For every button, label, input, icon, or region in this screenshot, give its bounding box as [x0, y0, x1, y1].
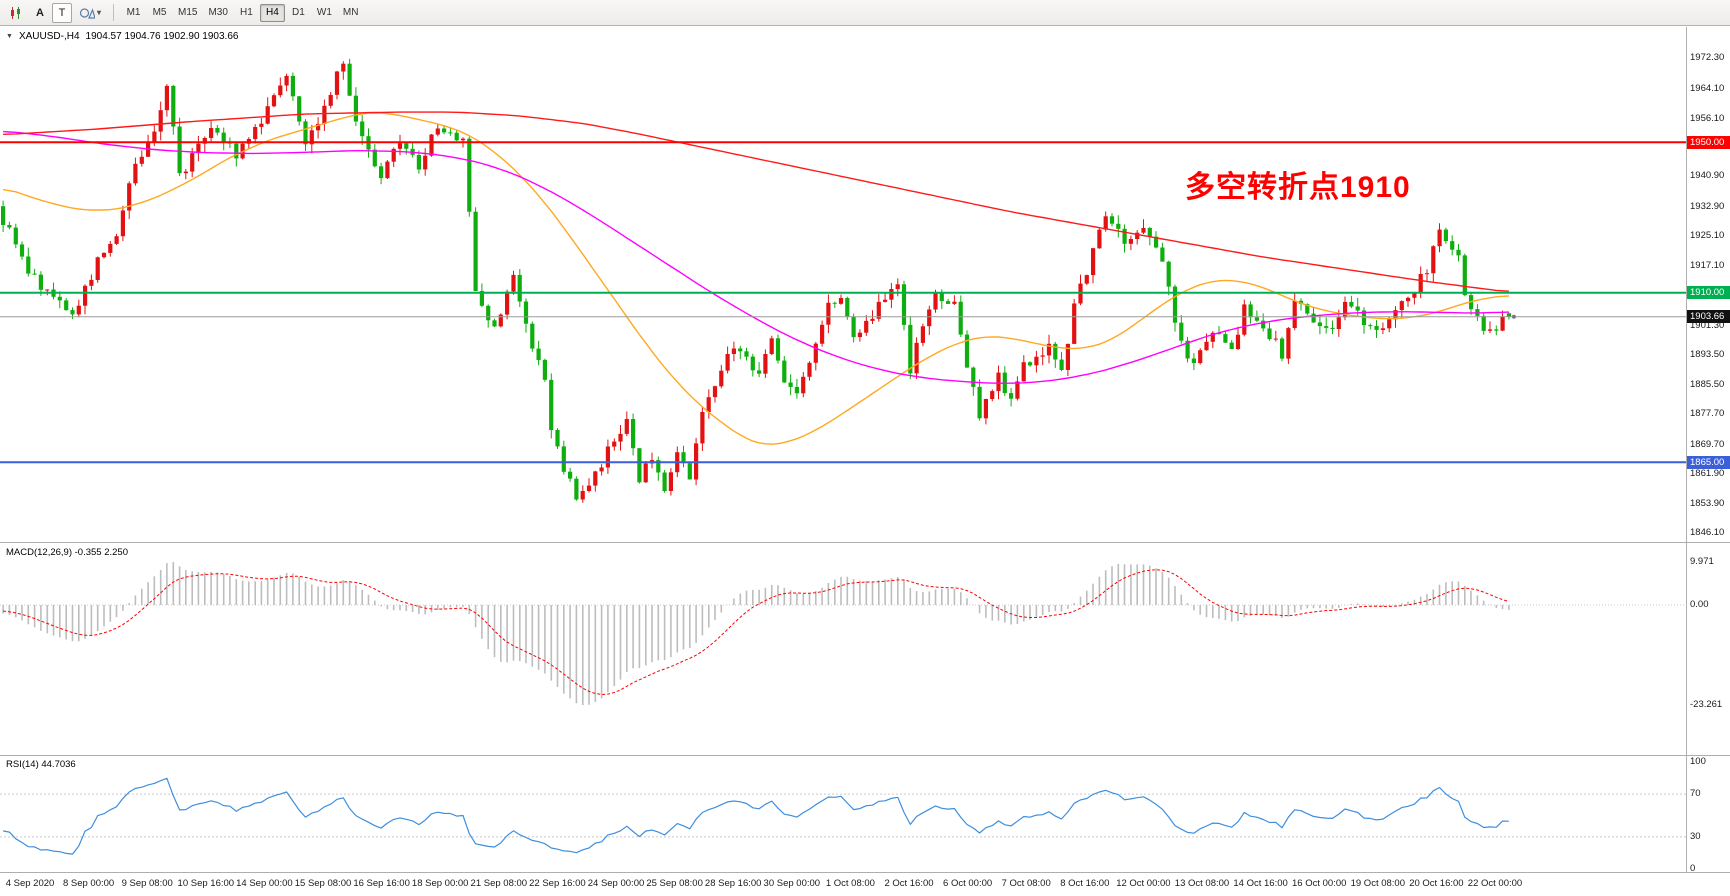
time-axis-label: 15 Sep 08:00: [294, 878, 352, 889]
chevron-down-icon: ▾: [97, 8, 102, 17]
price-tick-label: 1861.90: [1690, 467, 1725, 479]
timeframe-button-M1[interactable]: M1: [121, 4, 146, 22]
time-axis-label: 12 Oct 00:00: [1116, 878, 1171, 889]
time-axis-label: 2 Oct 16:00: [884, 878, 934, 889]
shapes-tool-button[interactable]: ▾: [74, 3, 106, 23]
time-axis-label: 25 Sep 08:00: [646, 878, 703, 889]
toolbar: A T ▾ M1 M5 M15 M30 H1 H4 D1 W1 MN: [0, 0, 1730, 26]
timeframe-button-D1[interactable]: D1: [286, 4, 311, 22]
price-tick-label: 1932.90: [1690, 200, 1725, 212]
chart-type-button[interactable]: [4, 3, 28, 23]
rsi-axis-label: 0: [1690, 863, 1696, 874]
time-axis-label: 18 Sep 00:00: [411, 878, 469, 889]
time-axis-label: 24 Sep 00:00: [587, 878, 645, 889]
rsi-axis-label: 70: [1690, 788, 1701, 800]
time-axis-label: 6 Oct 00:00: [943, 878, 993, 889]
time-axis-label: 1 Oct 08:00: [825, 878, 875, 889]
price-tick-label: 1917.10: [1690, 260, 1725, 272]
time-axis-label: 13 Oct 08:00: [1174, 878, 1230, 889]
rsi-panel-separator[interactable]: [0, 755, 1730, 756]
rsi-axis-label: 100: [1690, 756, 1706, 767]
macd-panel-canvas[interactable]: [0, 543, 1686, 755]
price-tick-label: 1869.70: [1690, 438, 1725, 450]
timeframe-button-M5[interactable]: M5: [147, 4, 172, 22]
time-axis-label: 14 Oct 16:00: [1233, 878, 1288, 889]
time-axis-label: 9 Sep 08:00: [121, 878, 173, 889]
chart-header: ▼ XAUUSD-,H4 1904.57 1904.76 1902.90 190…: [6, 31, 238, 42]
time-axis-label: 22 Sep 16:00: [529, 878, 586, 889]
time-axis-label: 14 Sep 00:00: [236, 878, 293, 889]
rsi-axis-label: 30: [1690, 830, 1701, 842]
timeframe-button-H1[interactable]: H1: [234, 4, 259, 22]
time-axis-label: 30 Sep 00:00: [763, 878, 821, 889]
label-tool-button[interactable]: T: [52, 2, 72, 23]
time-axis-label: 10 Sep 16:00: [177, 878, 235, 889]
price-tick-label: 1885.50: [1690, 379, 1725, 391]
geometric-shapes-icon: [79, 7, 95, 19]
time-axis-label: 28 Sep 16:00: [704, 878, 762, 889]
timeframe-button-MN[interactable]: MN: [338, 4, 364, 22]
chart-ohlc-values: 1904.57 1904.76 1902.90 1903.66: [85, 31, 239, 42]
main-chart-canvas[interactable]: [0, 27, 1686, 542]
price-tick-label: 1893.50: [1690, 348, 1725, 360]
macd-axis-label: 0.00: [1690, 599, 1709, 610]
price-tick-label: 1940.90: [1690, 170, 1725, 182]
price-tick-label: 1925.10: [1690, 229, 1725, 241]
time-axis-label: 8 Oct 16:00: [1060, 878, 1110, 889]
timeframe-button-M15[interactable]: M15: [173, 4, 202, 22]
timeframe-button-W1[interactable]: W1: [312, 4, 337, 22]
time-axis-label: 8 Sep 00:00: [62, 878, 115, 889]
price-axis-border[interactable]: [1686, 27, 1687, 872]
time-axis-label: 21 Sep 08:00: [470, 878, 528, 889]
timeframe-group: M1 M5 M15 M30 H1 H4 D1 W1 MN: [121, 3, 364, 22]
macd-axis-label: -23.261: [1690, 699, 1723, 711]
price-tick-label: 1901.30: [1690, 319, 1725, 331]
timeframe-button-M30[interactable]: M30: [203, 4, 232, 22]
text-tool-button[interactable]: A: [30, 3, 50, 23]
price-tick-label: 1972.30: [1690, 52, 1725, 64]
price-tick-label: 1853.90: [1690, 498, 1725, 510]
price-tick-label: 1877.70: [1690, 408, 1725, 420]
macd-panel-separator[interactable]: [0, 542, 1730, 543]
price-tick-label: 1964.10: [1690, 83, 1725, 95]
price-level-chip[interactable]: 1865.00: [1687, 455, 1730, 469]
chart-collapse-caret-icon[interactable]: ▼: [6, 33, 13, 40]
chart-annotation[interactable]: 多空转折点1910: [1185, 171, 1411, 204]
price-tick-label: 1846.10: [1690, 527, 1725, 539]
time-axis-label: 19 Oct 08:00: [1350, 878, 1405, 889]
time-axis-label: 22 Oct 00:00: [1467, 878, 1523, 889]
time-axis-label: 4 Sep 2020: [5, 878, 55, 889]
chart-symbol-period: XAUUSD-,H4: [18, 31, 80, 42]
rsi-indicator-label: RSI(14) 44.7036: [6, 759, 76, 770]
time-axis-label: 7 Oct 08:00: [1001, 878, 1051, 889]
time-axis-separator: [0, 872, 1730, 873]
candlestick-chart-icon: [11, 6, 20, 19]
rsi-panel-canvas[interactable]: [0, 756, 1686, 872]
macd-axis-label: 9.971: [1690, 556, 1714, 568]
timeframe-button-H4[interactable]: H4: [259, 3, 285, 22]
price-tick-label: 1956.10: [1690, 113, 1725, 125]
macd-indicator-label: MACD(12,26,9) -0.355 2.250: [6, 547, 128, 558]
toolbar-separator: [113, 4, 115, 21]
time-axis-label: 20 Oct 16:00: [1409, 878, 1464, 889]
current-price-chip: 1903.66: [1687, 310, 1730, 324]
time-axis-label: 16 Oct 00:00: [1291, 878, 1347, 889]
price-level-chip[interactable]: 1910.00: [1687, 286, 1730, 300]
price-level-chip[interactable]: 1950.00: [1687, 135, 1730, 149]
time-axis-label: 16 Sep 16:00: [353, 878, 410, 889]
